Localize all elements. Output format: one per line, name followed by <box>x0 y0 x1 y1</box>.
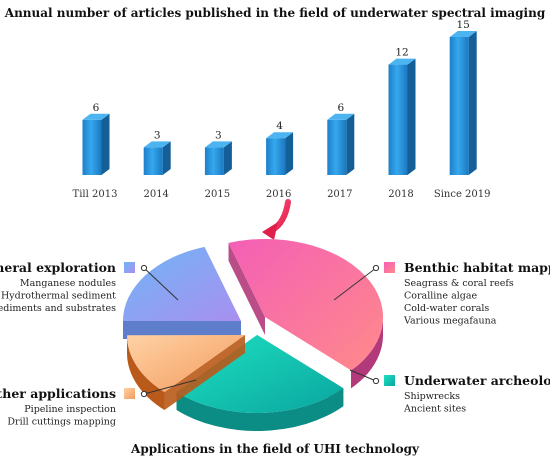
leader-line <box>143 267 179 301</box>
bar-category-label: 2015 <box>205 189 230 200</box>
legend-swatch <box>124 262 135 273</box>
bar-chart: 6 Till 2013 3 2014 3 2015 4 2016 6 2017 12 2018 15 Si… <box>73 19 491 200</box>
bar-category-label: Since 2019 <box>434 189 491 200</box>
bar-3: 3 2015 <box>205 129 232 200</box>
pie-slice-underwater-archeology <box>176 335 344 431</box>
pie-slice-top <box>228 239 384 371</box>
legend-underwater-archeology: Underwater archeology Shipwrecks Ancient s… <box>349 369 550 415</box>
legend-swatch <box>384 262 395 273</box>
legend-title: Benthic habitat mapping <box>404 260 550 275</box>
bar-front <box>388 64 408 175</box>
legend-item: Ancient sites <box>403 404 466 415</box>
bar-category-label: 2017 <box>327 189 352 200</box>
legend-mineral-exploration: Mineral exploration Manganese nodules Hydr… <box>0 260 179 314</box>
bar-2: 3 2014 <box>143 129 171 200</box>
bar-top <box>327 113 355 120</box>
pie-slice-side <box>351 317 383 389</box>
pie-slice-benthic-habitat-mapping <box>228 239 384 389</box>
pie-slice-top <box>176 335 344 413</box>
pie-slice-mineral-exploration <box>123 246 241 339</box>
bar-side <box>285 132 294 175</box>
leader-dot <box>372 377 380 385</box>
legend-item: Seagrass & coral reefs <box>404 278 514 289</box>
bar-category-label: 2014 <box>143 189 168 200</box>
bar-7: 15 Since 2019 <box>434 19 491 200</box>
legend-item: Cold-water corals <box>404 303 489 314</box>
down-arrow-icon <box>262 199 291 240</box>
legend-title: Mineral exploration <box>0 260 116 275</box>
pie-legend: Mineral exploration Manganese nodules Hydr… <box>0 260 550 428</box>
bar-side <box>468 31 477 175</box>
bar-value-label: 3 <box>215 129 222 141</box>
bar-top <box>266 132 294 139</box>
pie-chart <box>123 239 384 431</box>
legend-item: Hydrothermal sediment <box>1 291 116 302</box>
bar-value-label: 12 <box>395 47 408 59</box>
bar-top <box>449 31 477 37</box>
bar-front <box>82 119 102 175</box>
bar-front <box>266 138 286 175</box>
bar-front <box>449 37 469 175</box>
bar-6: 12 2018 <box>388 47 416 200</box>
bar-value-label: 3 <box>154 129 161 141</box>
bar-chart-title: Annual number of articles published in t… <box>4 6 546 20</box>
legend-item: Various megafauna <box>403 316 497 327</box>
legend-item: Manganese nodules <box>20 278 116 289</box>
bar-value-label: 6 <box>93 102 100 114</box>
bar-side <box>407 58 416 175</box>
pie-slice-side <box>176 388 344 431</box>
bar-value-label: 15 <box>457 19 470 31</box>
leader-dot <box>140 264 148 272</box>
bar-category-label: Till 2013 <box>73 189 118 200</box>
bar-top <box>388 58 416 65</box>
bar-value-label: 6 <box>337 102 344 114</box>
legend-item: Pipeline inspection <box>24 404 116 415</box>
bar-side <box>346 113 355 175</box>
leader-dot <box>372 264 380 272</box>
bar-value-label: 4 <box>276 120 283 132</box>
leader-dot <box>140 390 148 398</box>
bar-top <box>204 141 232 148</box>
bar-side <box>101 113 110 175</box>
legend-benthic-habitat-mapping: Benthic habitat mapping Seagrass & coral … <box>333 260 550 327</box>
pie-slice-top <box>123 246 241 321</box>
pie-slice-edge <box>228 242 265 335</box>
bar-top <box>143 141 171 148</box>
leader-line <box>143 379 197 395</box>
leader-line <box>349 369 377 382</box>
bar-4: 4 2016 <box>266 120 294 200</box>
legend-swatch <box>124 388 135 399</box>
legend-item: Drill cuttings mapping <box>7 417 116 428</box>
legend-title: Other applications <box>0 386 116 401</box>
bar-5: 6 2017 <box>327 102 355 200</box>
bar-top <box>82 113 110 120</box>
legend-item: Sediments and substrates <box>0 303 116 314</box>
pie-slice-edge <box>164 335 245 411</box>
bar-category-label: 2018 <box>388 189 413 200</box>
leader-line <box>333 267 377 301</box>
bar-side <box>223 141 232 175</box>
legend-item: Coralline algae <box>404 291 478 302</box>
bar-front <box>327 119 347 175</box>
bar-front <box>143 147 163 175</box>
legend-item: Shipwrecks <box>404 391 460 402</box>
legend-swatch <box>384 375 395 386</box>
pie-slice-top <box>127 335 245 393</box>
bar-front <box>204 147 224 175</box>
bar-category-label: 2016 <box>266 189 291 200</box>
pie-chart-title: Applications in the field of UHI technol… <box>130 442 420 456</box>
legend-title: Underwater archeology <box>404 373 550 388</box>
pie-slice-edge <box>123 321 241 339</box>
bar-1: 6 Till 2013 <box>73 102 118 200</box>
bar-side <box>162 141 171 175</box>
legend-other-applications: Other applications Pipeline inspection Dri… <box>0 379 197 428</box>
